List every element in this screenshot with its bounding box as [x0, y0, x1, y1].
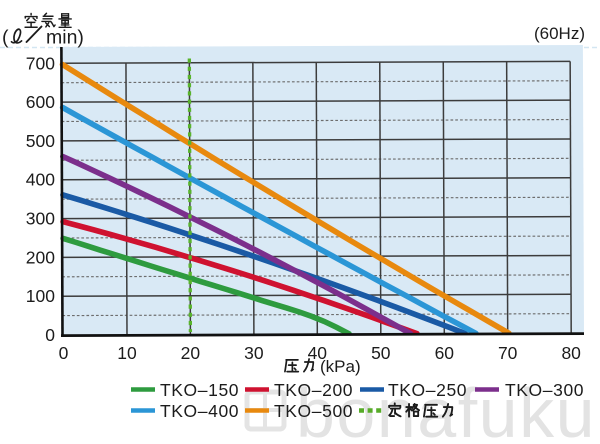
svg-text:300: 300: [26, 209, 55, 229]
svg-text:TKO–400: TKO–400: [160, 401, 239, 421]
svg-text:500: 500: [26, 131, 55, 151]
svg-text:700: 700: [26, 53, 55, 73]
svg-text:TKO–300: TKO–300: [505, 380, 584, 400]
svg-text:0: 0: [45, 325, 55, 345]
svg-text:TKO–250: TKO–250: [388, 380, 467, 400]
svg-text:TKO–150: TKO–150: [160, 380, 239, 400]
svg-text:bonafuku: bonafuku: [296, 374, 596, 444]
svg-text:TKO–200: TKO–200: [274, 380, 353, 400]
svg-text:100: 100: [26, 286, 55, 306]
svg-text:80: 80: [561, 343, 581, 363]
svg-text:60: 60: [435, 343, 455, 363]
svg-text:0: 0: [59, 343, 69, 363]
svg-text:600: 600: [26, 92, 55, 112]
svg-text:20: 20: [181, 343, 201, 363]
svg-text:min): min): [46, 27, 84, 49]
svg-text:400: 400: [26, 170, 55, 190]
svg-text:70: 70: [498, 343, 518, 363]
svg-text:(: (: [2, 27, 9, 49]
svg-text:30: 30: [244, 343, 264, 363]
svg-text:200: 200: [26, 247, 55, 267]
svg-text:TKO–500: TKO–500: [274, 401, 353, 421]
svg-text:40: 40: [308, 343, 328, 363]
svg-text:10: 10: [117, 343, 137, 363]
svg-text:50: 50: [371, 343, 391, 363]
svg-text:(kPa): (kPa): [320, 357, 361, 376]
svg-text:(60Hz): (60Hz): [534, 24, 585, 43]
